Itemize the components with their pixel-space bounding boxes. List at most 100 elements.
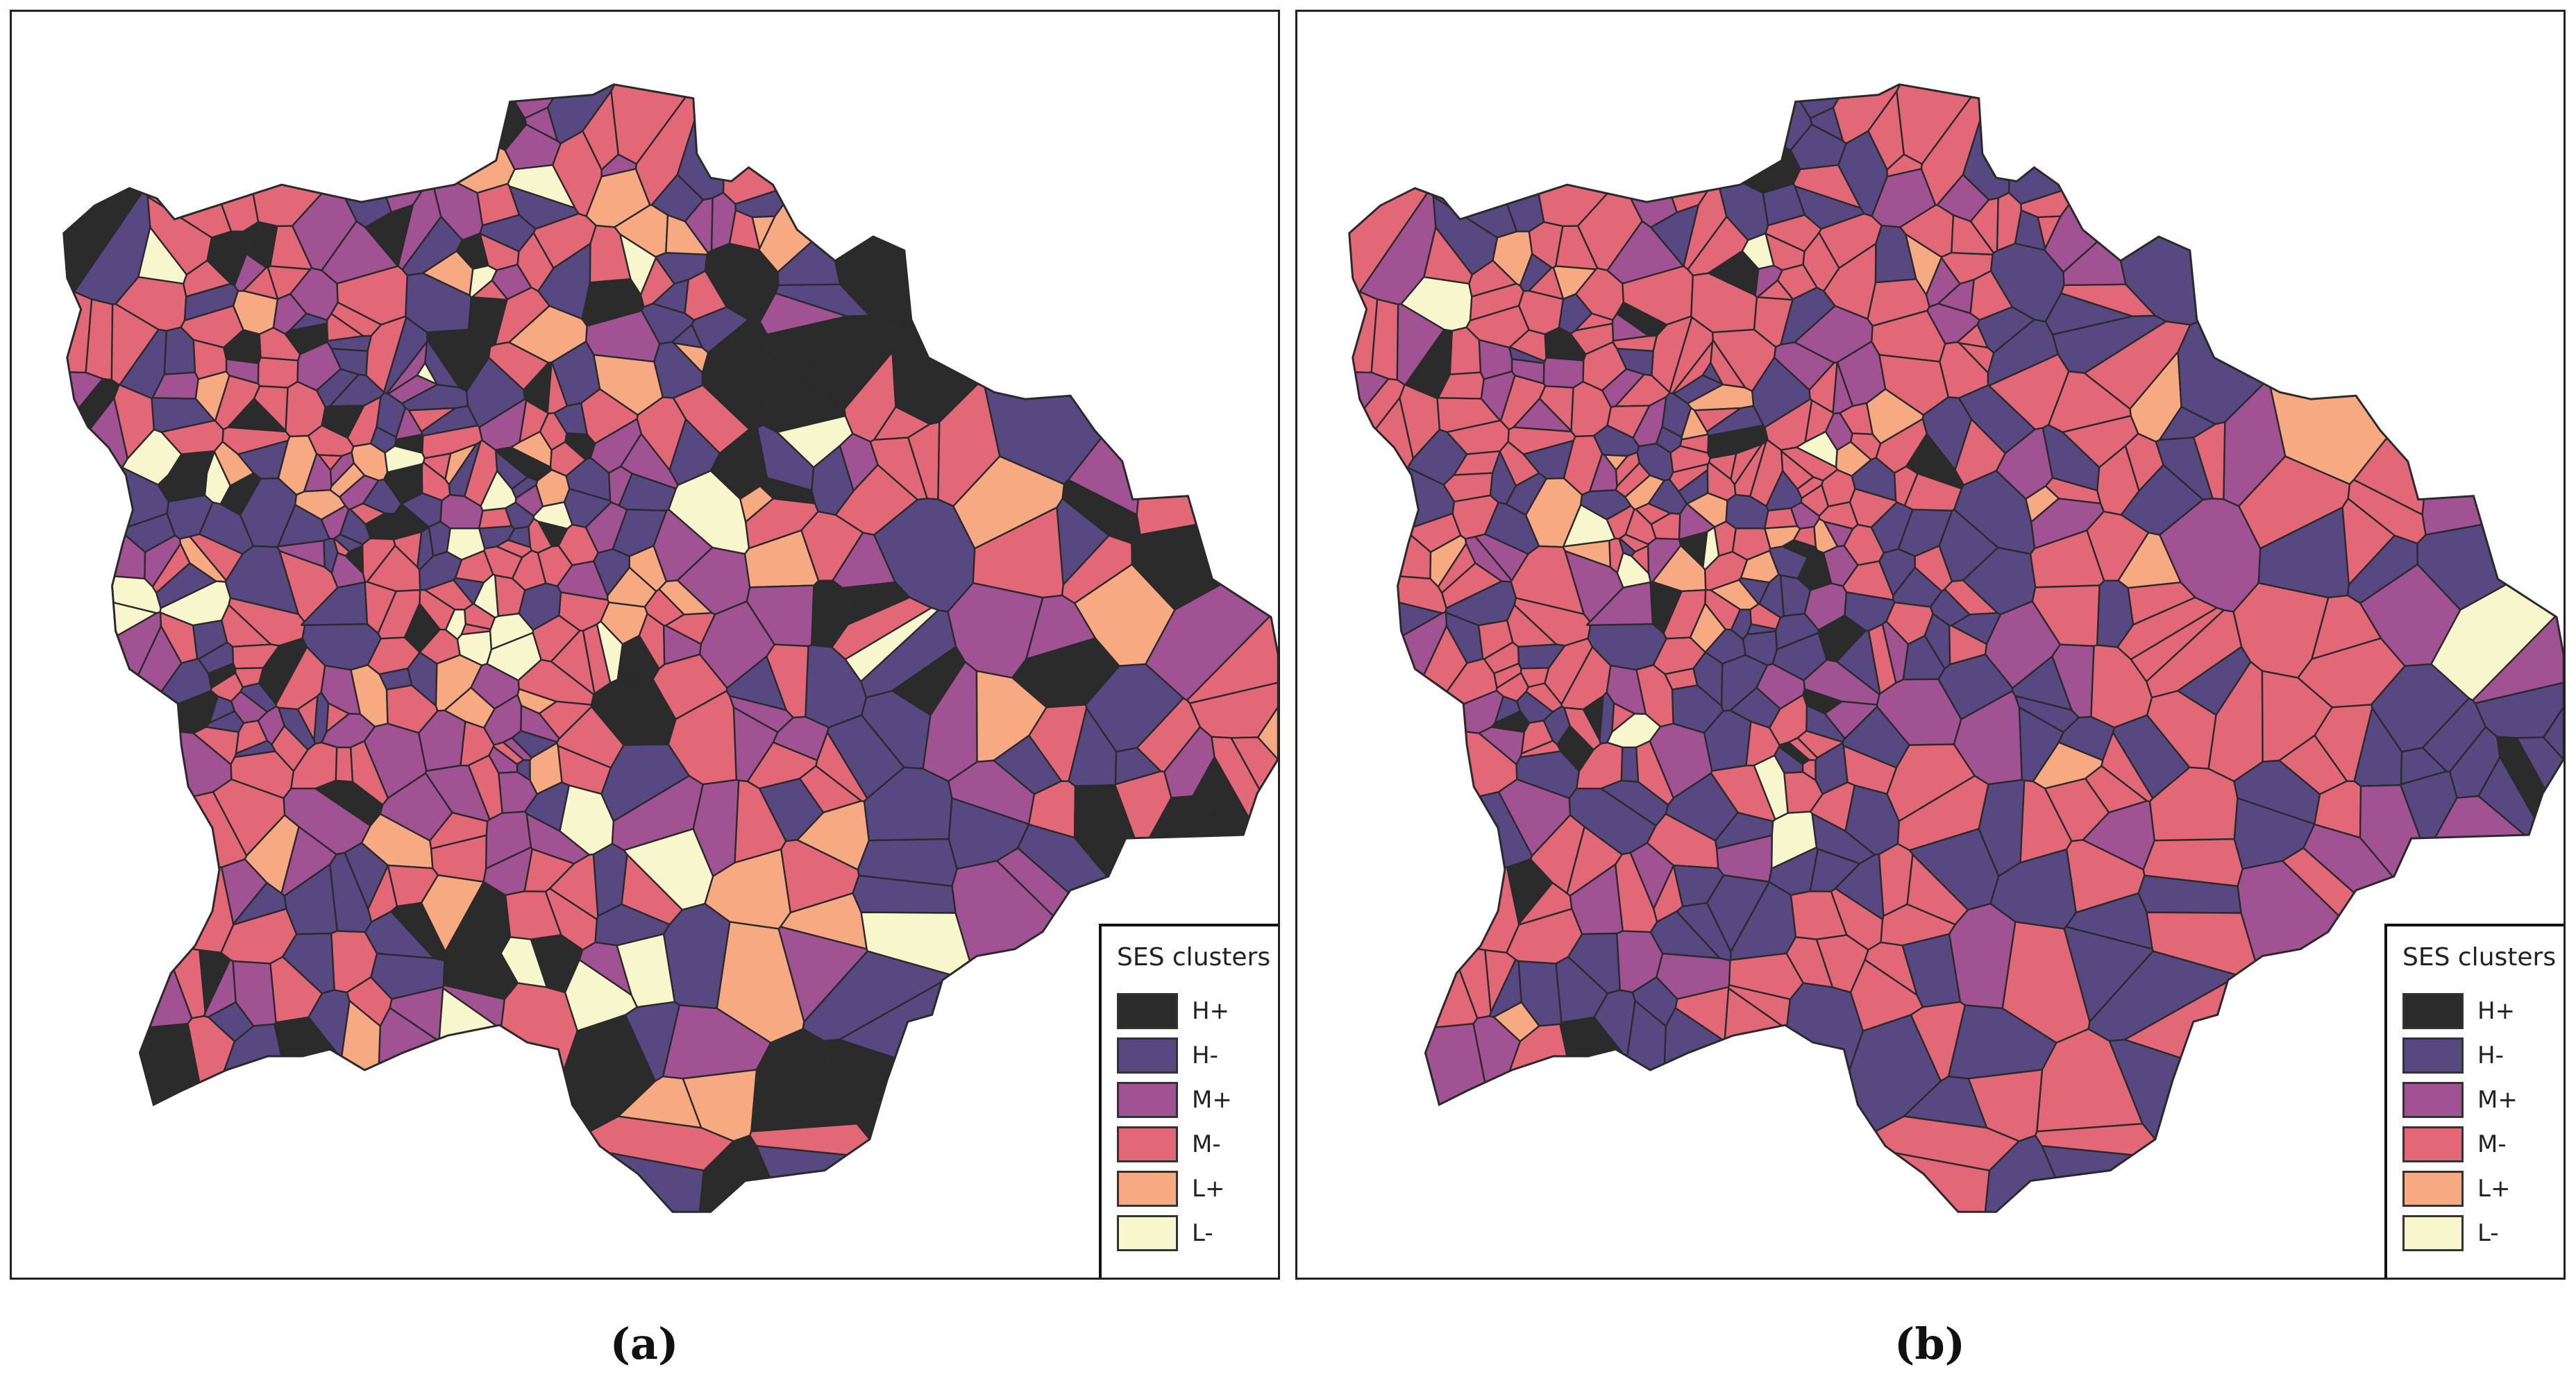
voronoi-cell — [523, 106, 559, 142]
voronoi-map-a — [62, 83, 1278, 1213]
voronoi-cell — [1707, 424, 1769, 459]
voronoi-cell — [1520, 667, 1550, 688]
voronoi-cell — [1878, 354, 1950, 416]
voronoi-cell — [975, 670, 1047, 763]
voronoi-cell — [2083, 320, 2191, 410]
legend-title: SES clusters — [1117, 943, 1271, 972]
voronoi-cell — [1349, 725, 1518, 839]
legend-item-h-plus: H+ — [1117, 992, 1278, 1030]
voronoi-cell — [1813, 518, 1839, 554]
voronoi-cell — [1465, 305, 1530, 348]
legend-swatch — [2402, 993, 2464, 1029]
legend-label: H- — [1192, 1042, 1218, 1069]
voronoi-cell — [1926, 303, 1980, 345]
legend-label: L- — [2477, 1219, 2499, 1247]
voronoi-cell — [2127, 581, 2196, 626]
voronoi-cell — [346, 396, 382, 448]
voronoi-cell — [1708, 250, 1760, 296]
voronoi-cell — [1349, 870, 1479, 1042]
legend-label: M+ — [2477, 1086, 2518, 1114]
caption-a: (a) — [609, 1319, 679, 1369]
voronoi-cell — [422, 250, 474, 296]
voronoi-cell — [1445, 580, 1517, 627]
voronoi-cell — [1349, 1023, 1494, 1212]
voronoi-cell — [519, 399, 549, 443]
voronoi-cell — [2261, 670, 2333, 763]
voronoi-cell — [616, 933, 676, 1008]
legend-label: H+ — [2477, 997, 2516, 1025]
voronoi-cell — [1821, 468, 1856, 507]
voronoi-cell — [1715, 834, 1773, 883]
legend-label: H- — [2477, 1042, 2504, 1069]
voronoi-cell — [1615, 451, 1640, 487]
voronoi-cell — [611, 774, 704, 852]
voronoi-cell — [167, 450, 216, 476]
voronoi-cell — [1522, 439, 1575, 480]
legend-item-m-plus: M+ — [2402, 1081, 2564, 1119]
legend-item-l-plus: L+ — [2402, 1170, 2564, 1208]
voronoi-cell — [1805, 704, 1846, 743]
legend-swatch — [1117, 1037, 1178, 1074]
voronoi-cell — [1626, 84, 1813, 151]
legend-swatch — [2402, 1126, 2464, 1162]
legend-swatch — [2402, 1171, 2464, 1207]
voronoi-cell — [507, 164, 576, 209]
voronoi-cell — [1674, 986, 1730, 1042]
voronoi-cell — [151, 84, 260, 232]
voronoi-cell — [1497, 778, 1572, 857]
voronoi-cell — [618, 473, 677, 511]
legend-item-h-minus: H- — [1117, 1037, 1278, 1074]
voronoi-cell — [471, 279, 509, 301]
voronoi-cell — [253, 385, 289, 432]
voronoi-cell — [1794, 305, 1874, 364]
voronoi-cell — [1560, 646, 1612, 711]
voronoi-cell — [553, 402, 588, 435]
voronoi-cell — [63, 502, 146, 580]
voronoi-cell — [1792, 164, 1862, 209]
voronoi-cell — [1588, 452, 1618, 493]
voronoi-cell — [641, 303, 695, 345]
voronoi-cell — [1504, 84, 1640, 227]
legend-item-m-minus: M- — [2402, 1126, 2564, 1163]
voronoi-cell — [2041, 1144, 2296, 1212]
voronoi-cell — [504, 890, 562, 940]
voronoi-cell — [1552, 265, 1597, 300]
voronoi-cell — [407, 407, 456, 433]
voronoi-cell — [1649, 910, 1721, 960]
voronoi-cell — [492, 741, 525, 765]
voronoi-cell — [1796, 550, 1833, 591]
voronoi-cell — [500, 982, 579, 1192]
voronoi-cell — [63, 791, 248, 868]
voronoi-cell — [146, 196, 213, 276]
voronoi-cell — [1538, 385, 1574, 432]
voronoi-cell — [479, 232, 520, 271]
voronoi-cells — [1349, 84, 2564, 1212]
voronoi-cell — [1349, 502, 1432, 580]
voronoi-cell — [63, 285, 93, 373]
legend-item-l-plus: L+ — [1117, 1170, 1278, 1208]
voronoi-cell — [2257, 507, 2350, 599]
voronoi-cell — [364, 910, 435, 960]
voronoi-cell — [1951, 214, 1994, 255]
voronoi-cell — [63, 370, 104, 491]
voronoi-cell — [1790, 890, 1848, 940]
voronoi-cell — [1706, 461, 1737, 502]
legend-item-m-plus: M+ — [1117, 1081, 1278, 1119]
voronoi-cell — [421, 461, 451, 502]
voronoi-cell — [2044, 477, 2102, 505]
voronoi-cell — [2065, 892, 2153, 950]
voronoi-cell — [1027, 780, 1077, 839]
voronoi-cell — [1480, 371, 1516, 422]
voronoi-cell — [219, 84, 354, 227]
voronoi-cell — [110, 303, 160, 386]
voronoi-cell — [658, 579, 713, 616]
voronoi-cell — [1771, 632, 1828, 681]
voronoi-cell — [1626, 999, 1667, 1146]
voronoi-cell — [1958, 342, 1995, 374]
voronoi-cell — [336, 265, 408, 326]
voronoi-cell — [1892, 566, 1943, 608]
legend-swatch — [1117, 1126, 1178, 1162]
legend-label: M+ — [1192, 1086, 1232, 1114]
voronoi-cell — [535, 468, 571, 507]
voronoi-cell — [237, 439, 289, 480]
